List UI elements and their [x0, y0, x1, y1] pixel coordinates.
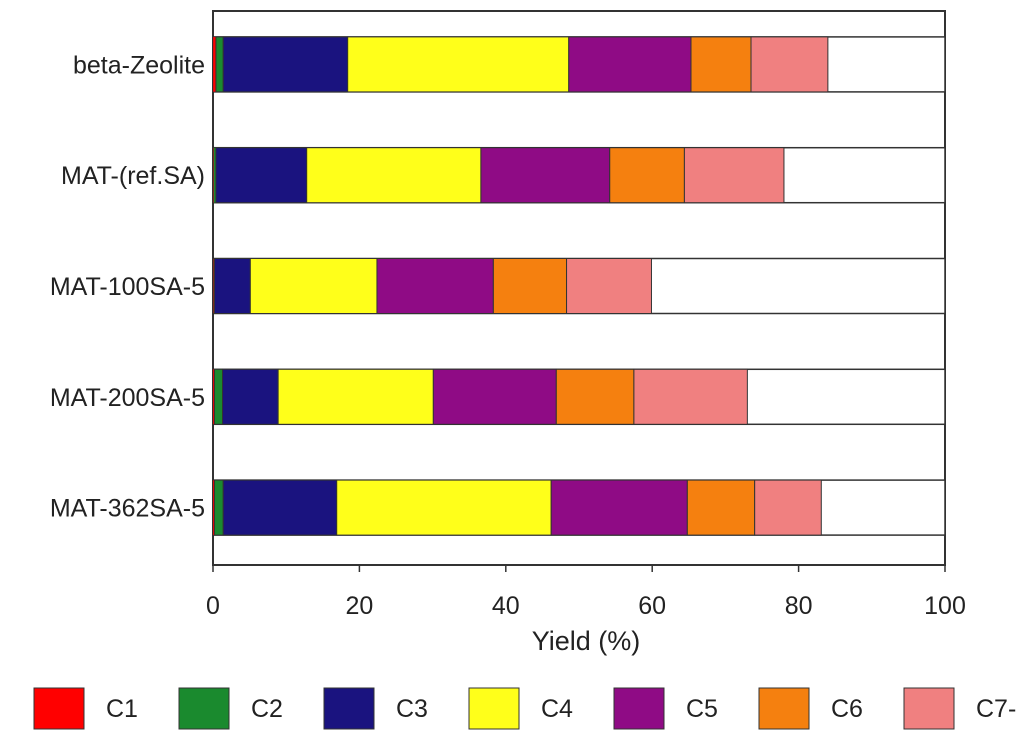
bar-segment-c4-4	[277, 368, 434, 425]
bar-segment-c7-3	[566, 258, 652, 314]
legend-label: C4	[541, 695, 573, 723]
bars-layer	[212, 36, 946, 536]
legend-label: C2	[251, 695, 283, 723]
bar-segment-c4-5	[336, 479, 552, 536]
legend: C1 C2 C3 C4 C5 C6 C7-	[33, 687, 1016, 730]
bar-segment-c5-3	[376, 258, 494, 314]
legend-swatch-c4	[468, 687, 520, 730]
legend-label: C6	[831, 695, 863, 723]
x-tick-label: 80	[785, 592, 813, 620]
legend-swatch-c5	[613, 687, 665, 730]
legend-label: C3	[396, 695, 428, 723]
bar-segment-c6-3	[492, 258, 568, 314]
bar-segment-c3-2	[215, 147, 308, 204]
x-tick-label: 20	[345, 592, 373, 620]
bar-segment-c6-4	[555, 368, 635, 425]
category-labels: beta-Zeolite MAT-(ref.SA) MAT-100SA-5 MAT-2…	[50, 51, 205, 522]
x-tick-label: 100	[924, 592, 966, 620]
bar-segment-c7-4	[633, 368, 748, 425]
bar-segment-c7-5	[754, 479, 822, 536]
bar-segment-c3-5	[222, 479, 338, 536]
legend-swatch-c3	[323, 687, 375, 730]
x-axis-title: Yield (%)	[532, 626, 641, 656]
bar-segment-c3-3	[213, 258, 251, 314]
bar-segment-c2-5	[213, 479, 224, 536]
legend-swatch-c6	[758, 687, 810, 730]
bar-segment-c5-1	[568, 36, 692, 93]
bar-segment-c5-2	[480, 147, 611, 204]
legend-swatch-c1	[33, 687, 85, 730]
legend-swatch-c2	[178, 687, 230, 730]
bar-segment-c5-4	[432, 368, 557, 425]
bar-segment-c3-4	[222, 368, 279, 425]
legend-swatch-c7	[903, 687, 955, 730]
category-label: beta-Zeolite	[73, 51, 205, 79]
bar-segment-c3-1	[222, 36, 349, 93]
bar-segment-c4-1	[347, 36, 570, 93]
x-tick-label: 60	[638, 592, 666, 620]
legend-label: C1	[106, 695, 138, 723]
x-tick-label: 0	[206, 592, 220, 620]
bar-segment-c6-5	[686, 479, 756, 536]
bar-segment-c6-2	[609, 147, 685, 204]
bar-segment-c7-1	[750, 36, 829, 93]
legend-label: C5	[686, 695, 718, 723]
bar-segment-c2-1	[215, 36, 224, 93]
bar-segment-c2-4	[213, 368, 224, 425]
bar-segment-c6-1	[690, 36, 752, 93]
bar-segment-c4-2	[306, 147, 482, 204]
category-label: MAT-200SA-5	[50, 384, 205, 412]
category-label: MAT-362SA-5	[50, 495, 205, 523]
legend-label: C7-	[976, 695, 1016, 723]
x-tick-label: 40	[492, 592, 520, 620]
category-label: MAT-(ref.SA)	[61, 162, 205, 190]
category-label: MAT-100SA-5	[50, 273, 205, 301]
x-axis: 0 20 40 60 80 100	[206, 565, 966, 620]
bar-segment-c5-5	[550, 479, 688, 536]
bar-segment-c4-3	[249, 258, 378, 314]
bar-segment-c7-2	[683, 147, 785, 204]
